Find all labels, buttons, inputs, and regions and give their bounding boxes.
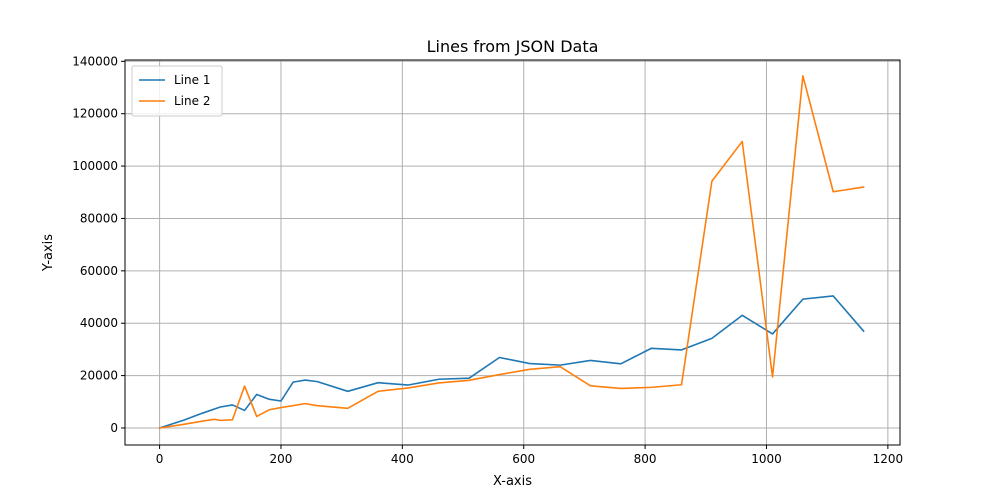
series-line-2	[158, 75, 865, 429]
y-tick-label: 20000	[80, 369, 118, 383]
plot-frame	[124, 59, 901, 446]
legend-label-1: Line 1	[174, 73, 210, 87]
axis-ticks: 0 200 400 600 800 1000 1200 0 20000 40000 60000 800…	[72, 54, 903, 466]
x-tick-label: 0	[156, 452, 164, 466]
grid-lines	[125, 60, 900, 445]
x-tick-label: 200	[270, 452, 293, 466]
y-tick-label: 140000	[72, 54, 118, 68]
legend-box	[131, 65, 223, 117]
y-tick-label: 100000	[72, 159, 118, 173]
y-tick-label: 0	[110, 421, 118, 435]
series-lines	[158, 75, 865, 429]
x-tick-label: 400	[391, 452, 414, 466]
legend-label-2: Line 2	[174, 94, 210, 108]
y-tick-label: 60000	[80, 264, 118, 278]
chart-title: Lines from JSON Data	[427, 37, 599, 56]
legend: Line 1 Line 2	[131, 65, 223, 117]
x-tick-label: 1000	[751, 452, 782, 466]
y-axis-label: Y-axis	[41, 234, 56, 272]
x-tick-label: 600	[512, 452, 535, 466]
y-tick-label: 40000	[80, 316, 118, 330]
y-tick-label: 80000	[80, 211, 118, 225]
series-line-1	[158, 295, 865, 429]
y-tick-label: 120000	[72, 107, 118, 121]
x-axis-label: X-axis	[493, 474, 532, 489]
x-tick-label: 1200	[873, 452, 904, 466]
x-tick-label: 800	[634, 452, 657, 466]
